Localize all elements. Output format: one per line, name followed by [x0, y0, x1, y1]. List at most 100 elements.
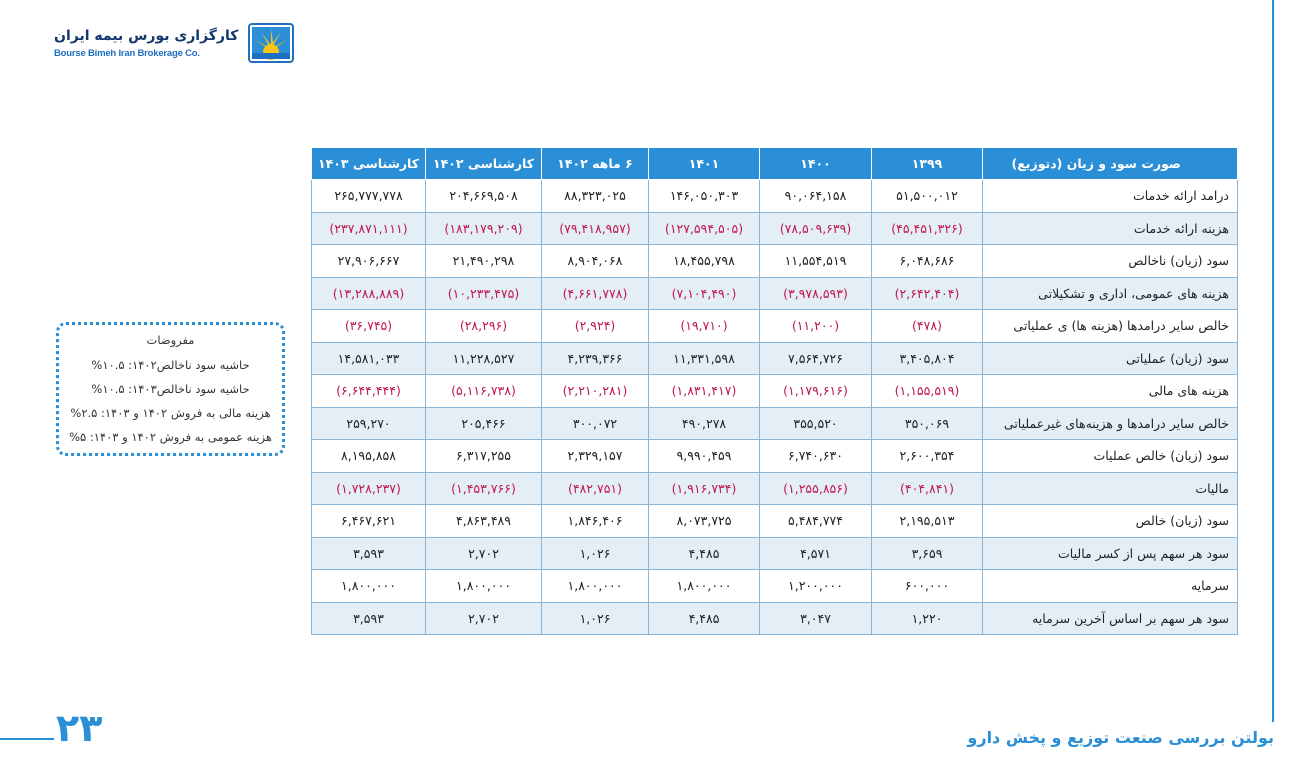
table-cell: (۴,۶۶۱,۷۷۸) [541, 276, 649, 310]
assumptions-box: مفروضات حاشیه سود ناخالص۱۴۰۲: ۱۰.۵% حاشی… [56, 322, 285, 456]
table-cell: (۲۸,۲۹۶) [425, 309, 542, 343]
table-row: هزینه ارائه خدمات (۴۵,۴۵۱,۳۲۶) (۷۸,۵۰۹,۶… [311, 211, 1238, 245]
table-cell: ۲,۳۲۹,۱۵۷ [541, 439, 649, 473]
table-cell: ۱,۰۲۶ [541, 601, 649, 635]
table-cell: ۷,۵۶۴,۷۲۶ [759, 341, 872, 375]
table-cell: ۲۷,۹۰۶,۶۶۷ [311, 244, 426, 278]
row-label: سود (زیان) ناخالص [982, 244, 1238, 278]
table-cell: ۶,۰۴۸,۶۸۶ [871, 244, 983, 278]
table-cell: (۱۲۷,۵۹۴,۵۰۵) [648, 211, 760, 245]
table-row: درامد ارائه خدمات ۵۱,۵۰۰,۰۱۲ ۹۰,۰۶۴,۱۵۸ … [311, 179, 1238, 213]
table-cell: ۶۰۰,۰۰۰ [871, 569, 983, 603]
table-cell: ۶,۷۴۰,۶۳۰ [759, 439, 872, 473]
row-label: هزینه ارائه خدمات [982, 211, 1238, 245]
row-label: مالیات [982, 471, 1238, 505]
table-row: خالص سایر درامدها و هزینه‌های غیرعملیاتی… [311, 406, 1238, 440]
row-label: خالص سایر درامدها و هزینه‌های غیرعملیاتی [982, 406, 1238, 440]
table-cell: ۱۸,۴۵۵,۷۹۸ [648, 244, 760, 278]
table-cell: (۲,۶۴۲,۴۰۴) [871, 276, 983, 310]
table-cell: ۱۴۶,۰۵۰,۳۰۳ [648, 179, 760, 213]
table-cell: (۶,۶۴۴,۴۴۴) [311, 374, 426, 408]
table-cell: ۱,۰۲۶ [541, 536, 649, 570]
table-cell: (۷۹,۴۱۸,۹۵۷) [541, 211, 649, 245]
table-cell: (۵,۱۱۶,۷۳۸) [425, 374, 542, 408]
table-row: سود (زیان) خالص ۲,۱۹۵,۵۱۳ ۵,۴۸۴,۷۷۴ ۸,۰۷… [311, 504, 1238, 538]
logo-name-fa: کارگزاری بورس بیمه ایران [54, 28, 239, 44]
header-cell: صورت سود و زیان (دتوزیع) [982, 147, 1238, 180]
table-cell: ۱۱,۳۳۱,۵۹۸ [648, 341, 760, 375]
table-cell: (۴۰۴,۸۴۱) [871, 471, 983, 505]
table-row: سود (زیان) ناخالص ۶,۰۴۸,۶۸۶ ۱۱,۵۵۴,۵۱۹ ۱… [311, 244, 1238, 278]
table-row: هزینه های عمومی، اداری و تشکیلاتی (۲,۶۴۲… [311, 276, 1238, 310]
table-row: خالص سایر درامدها (هزینه ها) ی عملیاتی (… [311, 309, 1238, 343]
table-cell: ۱,۸۰۰,۰۰۰ [648, 569, 760, 603]
table-cell: ۱۴,۵۸۱,۰۳۳ [311, 341, 426, 375]
row-label: سرمایه [982, 569, 1238, 603]
table-cell: ۲۶۵,۷۷۷,۷۷۸ [311, 179, 426, 213]
assumption-item: هزینه مالی به فروش ۱۴۰۲ و ۱۴۰۳: ۲.۵% [70, 406, 271, 420]
assumptions-title: مفروضات [146, 333, 195, 347]
table-cell: ۳,۵۹۳ [311, 601, 426, 635]
table-cell: ۴,۲۳۹,۳۶۶ [541, 341, 649, 375]
table-cell: ۴۹۰,۲۷۸ [648, 406, 760, 440]
table-row: سود (زیان) خالص عملیات ۲,۶۰۰,۳۵۴ ۶,۷۴۰,۶… [311, 439, 1238, 473]
table-cell: ۵,۴۸۴,۷۷۴ [759, 504, 872, 538]
assumption-item: حاشیه سود ناخالص۱۴۰۲: ۱۰.۵% [91, 358, 250, 372]
table-cell: ۳,۰۴۷ [759, 601, 872, 635]
table-cell: ۲۵۹,۲۷۰ [311, 406, 426, 440]
table-cell: ۲۱,۴۹۰,۲۹۸ [425, 244, 542, 278]
table-cell: (۱۹,۷۱۰) [648, 309, 760, 343]
table-cell: (۳۶,۷۴۵) [311, 309, 426, 343]
table-cell: ۱,۸۴۶,۴۰۶ [541, 504, 649, 538]
table-row: سود هر سهم پس از کسر مالیات ۳,۶۵۹ ۴,۵۷۱ … [311, 536, 1238, 570]
table-cell: ۳۵۵,۵۲۰ [759, 406, 872, 440]
table-cell: ۱,۸۰۰,۰۰۰ [425, 569, 542, 603]
table-cell: ۳۰۰,۰۷۲ [541, 406, 649, 440]
table-cell: ۶,۴۶۷,۶۲۱ [311, 504, 426, 538]
table-cell: ۴,۴۸۵ [648, 536, 760, 570]
table-cell: ۴,۸۶۳,۴۸۹ [425, 504, 542, 538]
table-cell: ۱,۲۲۰ [871, 601, 983, 635]
table-cell: ۳,۴۰۵,۸۰۴ [871, 341, 983, 375]
header-cell: ۶ ماهه ۱۴۰۲ [541, 147, 649, 180]
table-cell: ۲,۷۰۲ [425, 601, 542, 635]
table-cell: ۳,۵۹۳ [311, 536, 426, 570]
brand-logo: کارگزاری بورس بیمه ایران Bourse Bimeh Ir… [54, 20, 295, 66]
table-cell: ۱,۸۰۰,۰۰۰ [541, 569, 649, 603]
table-cell: ۱۱,۵۵۴,۵۱۹ [759, 244, 872, 278]
header-cell: کارشناسی ۱۴۰۳ [311, 147, 426, 180]
table-cell: (۱۸۳,۱۷۹,۲۰۹) [425, 211, 542, 245]
table-cell: ۸,۹۰۴,۰۶۸ [541, 244, 649, 278]
sun-logo-icon [248, 23, 295, 63]
table-cell: ۳,۶۵۹ [871, 536, 983, 570]
header-cell: ۱۴۰۱ [648, 147, 760, 180]
header-cell: ۱۳۹۹ [871, 147, 983, 180]
table-cell: (۱,۱۷۹,۶۱۶) [759, 374, 872, 408]
table-cell: (۲,۲۱۰,۲۸۱) [541, 374, 649, 408]
table-cell: ۲,۷۰۲ [425, 536, 542, 570]
page-number: ۲۳ [56, 706, 103, 750]
table-cell: ۲,۶۰۰,۳۵۴ [871, 439, 983, 473]
table-row: هزینه های مالی (۱,۱۵۵,۵۱۹) (۱,۱۷۹,۶۱۶) (… [311, 374, 1238, 408]
table-cell: (۱۳,۲۸۸,۸۸۹) [311, 276, 426, 310]
table-header-row: صورت سود و زیان (دتوزیع) ۱۳۹۹ ۱۴۰۰ ۱۴۰۱ … [311, 147, 1238, 180]
table-cell: (۴۷۸) [871, 309, 983, 343]
footer-title: بولتن بررسی صنعت توزیع و پخش دارو [967, 728, 1274, 747]
table-cell: ۱,۸۰۰,۰۰۰ [311, 569, 426, 603]
table-cell: (۷۸,۵۰۹,۶۳۹) [759, 211, 872, 245]
row-label: سود هر سهم پس از کسر مالیات [982, 536, 1238, 570]
header-cell: کارشناسی ۱۴۰۲ [425, 147, 542, 180]
table-cell: ۴,۵۷۱ [759, 536, 872, 570]
right-vertical-rule [1272, 0, 1274, 722]
footer-rule [0, 738, 54, 740]
table-row: سود (زیان) عملیاتی ۳,۴۰۵,۸۰۴ ۷,۵۶۴,۷۲۶ ۱… [311, 341, 1238, 375]
income-statement-table: صورت سود و زیان (دتوزیع) ۱۳۹۹ ۱۴۰۰ ۱۴۰۱ … [311, 147, 1238, 635]
table-row: مالیات (۴۰۴,۸۴۱) (۱,۲۵۵,۸۵۶) (۱,۹۱۶,۷۳۴)… [311, 471, 1238, 505]
table-cell: ۴,۴۸۵ [648, 601, 760, 635]
table-cell: (۱,۹۱۶,۷۳۴) [648, 471, 760, 505]
table-cell: (۱,۸۳۱,۴۱۷) [648, 374, 760, 408]
header-cell: ۱۴۰۰ [759, 147, 872, 180]
row-label: خالص سایر درامدها (هزینه ها) ی عملیاتی [982, 309, 1238, 343]
table-cell: ۲,۱۹۵,۵۱۳ [871, 504, 983, 538]
table-cell: (۱,۱۵۵,۵۱۹) [871, 374, 983, 408]
